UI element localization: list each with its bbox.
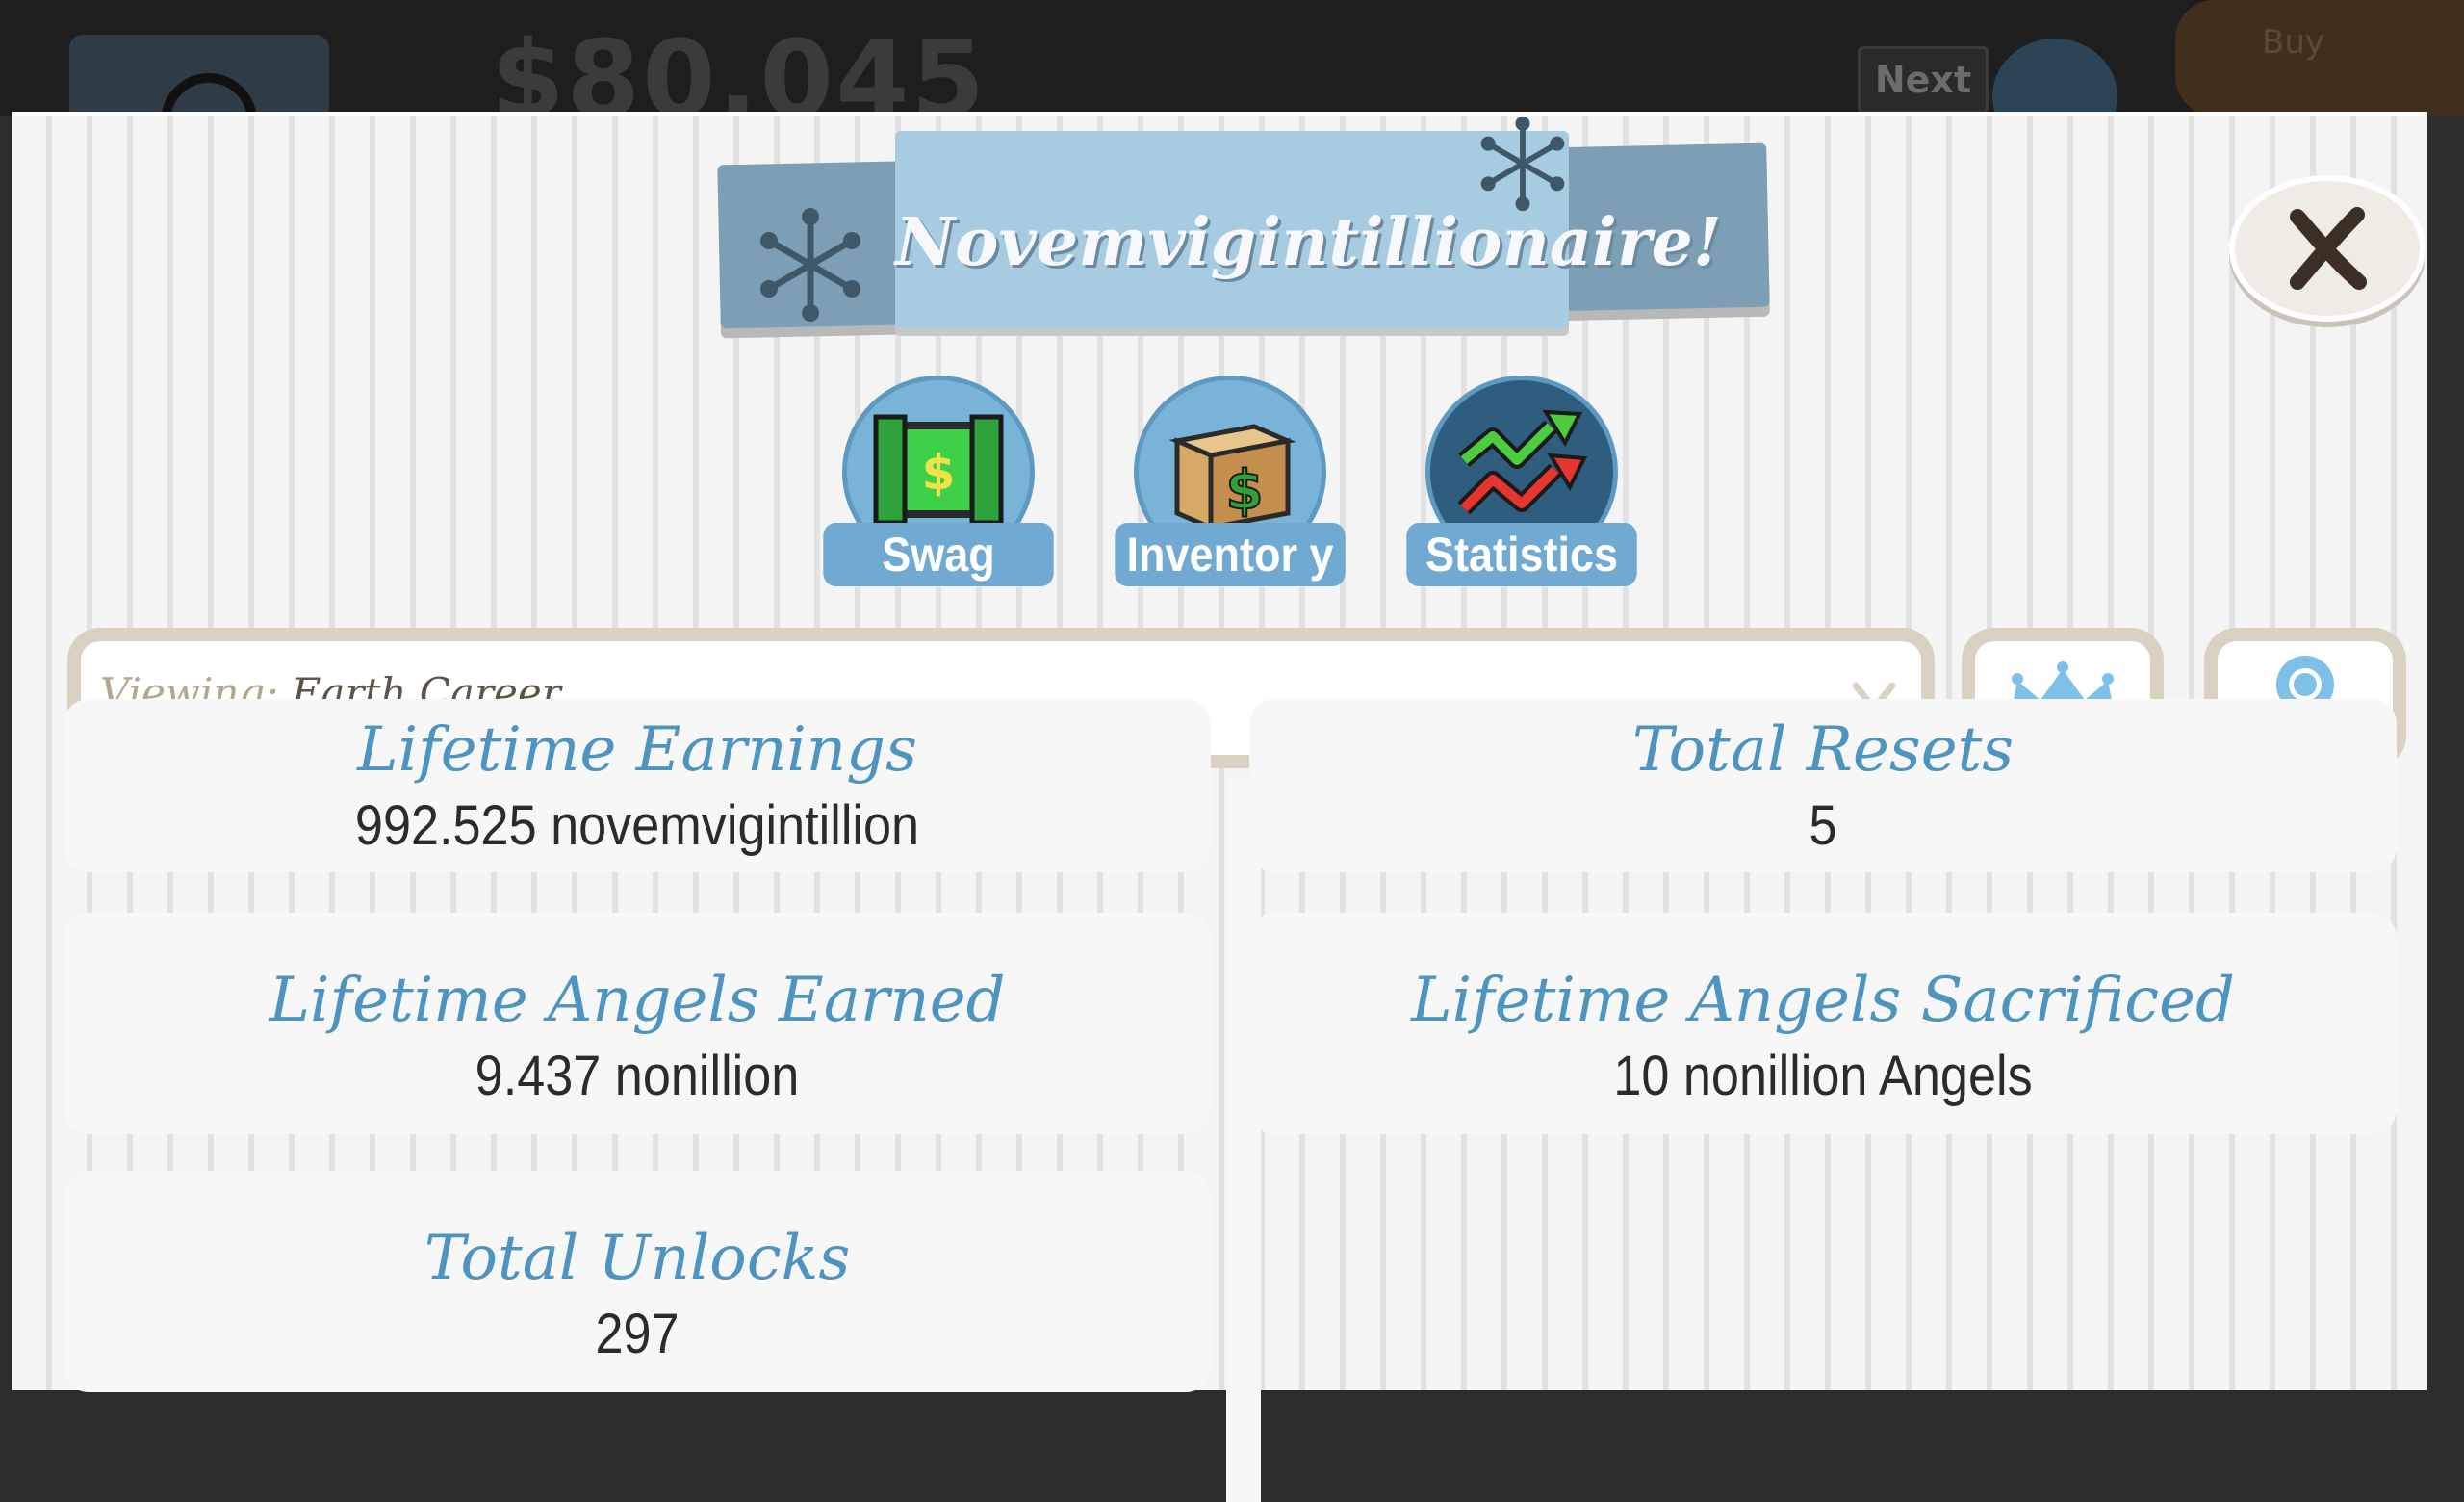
game-buy-button: Buy [2175, 0, 2464, 116]
stat-card-lifetime-earnings: Lifetime Earnings 992.525 novemvigintill… [64, 699, 1211, 872]
modal-title: Novemvigintillionaire! [895, 204, 1722, 281]
stat-title: Lifetime Earnings [357, 714, 917, 786]
money-box-icon: $ [1168, 424, 1296, 531]
stat-title: Lifetime Angels Earned [269, 965, 1006, 1036]
trend-arrows-icon [1457, 409, 1588, 515]
stat-card-lifetime-angels-sacrificed: Lifetime Angels Sacrificed 10 nonillion … [1249, 913, 2397, 1134]
title-banner [895, 131, 1569, 328]
column-divider [1226, 778, 1261, 1502]
close-icon [2290, 207, 2367, 290]
stat-value: 5 [1809, 794, 1837, 857]
stat-card-lifetime-angels-earned: Lifetime Angels Earned 9.437 nonillion [64, 913, 1211, 1134]
stat-value: 9.437 nonillion [475, 1045, 800, 1107]
stat-value: 10 nonillion Angels [1613, 1045, 2033, 1107]
tab-swag[interactable]: $ Swag [810, 374, 1066, 586]
svg-text:$: $ [1226, 459, 1264, 522]
game-top-bar: $80,045 Next Buy [0, 0, 2464, 116]
stat-value: 992.525 novemvigintillion [354, 794, 920, 857]
tab-inventory-label: Inventor y [1115, 523, 1346, 586]
snowflake-icon [1480, 116, 1565, 212]
stat-card-total-resets: Total Resets 5 [1249, 699, 2397, 872]
game-money-display: $80,045 [491, 17, 988, 116]
game-next-button: Next [1858, 46, 1989, 114]
game-avatar [69, 35, 329, 116]
game-manager-icon [1992, 39, 2118, 116]
statistics-modal: Novemvigintillionaire! $ Swag $ Inventor… [12, 112, 2427, 1502]
snowflake-icon [760, 208, 860, 322]
close-button[interactable] [2229, 175, 2426, 322]
tab-inventory[interactable]: $ Inventor y [1102, 374, 1358, 586]
stat-title: Lifetime Angels Sacrificed [1411, 965, 2235, 1036]
game-buy-label: Buy [2262, 23, 2324, 62]
stat-title: Total Resets [1631, 714, 2015, 786]
money-doors-icon: $ [873, 414, 1004, 526]
tab-statistics[interactable]: Statistics [1394, 374, 1650, 586]
tab-swag-label: Swag [823, 523, 1054, 586]
stat-title: Total Unlocks [424, 1223, 851, 1294]
stat-value: 297 [595, 1303, 680, 1365]
stat-card-total-unlocks: Total Unlocks 297 [64, 1171, 1211, 1392]
svg-text:$: $ [922, 445, 956, 501]
tab-statistics-label: Statistics [1406, 523, 1637, 586]
